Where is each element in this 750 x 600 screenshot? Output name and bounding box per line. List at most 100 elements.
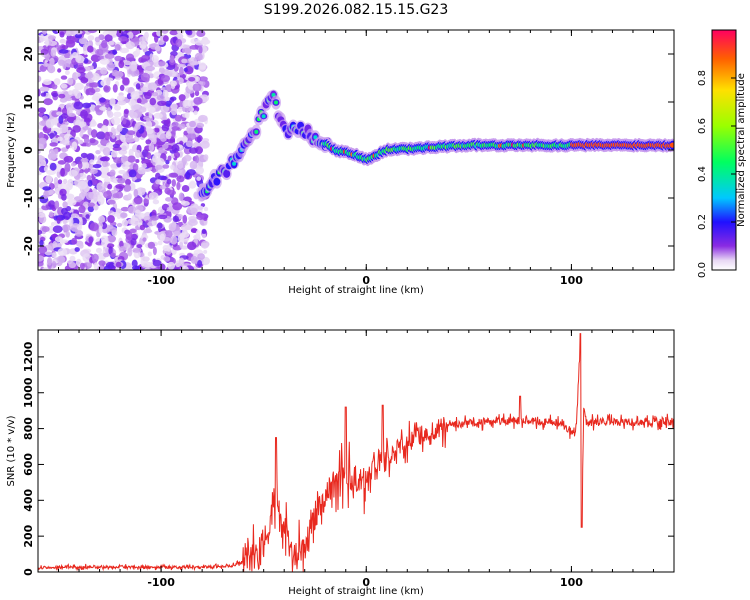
heatmap-cell [137,167,146,175]
heatmap-cell [106,243,115,248]
heatmap-cell [163,256,171,262]
heatmap-cell [154,127,160,133]
heatmap-cell [130,217,139,226]
heatmap-cell [66,182,73,191]
heatmap-cell [115,261,122,268]
heatmap-cell [201,228,207,234]
heatmap-cell [155,179,161,185]
heatmap-cell [152,246,157,256]
heatmap-cell [103,119,109,127]
heatmap-cell [40,48,49,55]
heatmap-cell [254,129,259,134]
snr-frame [37,329,675,573]
heatmap-cell [119,246,126,252]
heatmap-cell [129,163,134,170]
heatmap-cell [87,179,93,187]
snr-plot-area [38,330,674,572]
heatmap-cell [183,154,192,162]
heatmap-cell [38,137,47,145]
heatmap-cell [114,55,123,62]
heatmap-cell [103,191,113,199]
heatmap-cell [188,77,196,82]
heatmap-cell [118,36,128,42]
heatmap-cell [69,217,74,226]
spectrogram-xtick-label: -100 [147,274,175,287]
heatmap-cell [111,149,118,158]
heatmap-cell [119,47,130,54]
heatmap-cell [165,197,173,202]
heatmap-cell [187,219,198,226]
heatmap-cell [75,72,81,77]
heatmap-cell [161,30,169,34]
heatmap-cell [134,209,141,217]
heatmap-cell [147,134,158,139]
heatmap-cell [43,98,53,106]
heatmap-cell [179,66,184,76]
heatmap-cell [127,155,136,163]
heatmap-cell [93,262,99,270]
heatmap-cell [151,167,157,173]
heatmap-cell [189,45,199,50]
heatmap-cell [165,131,172,140]
heatmap-cell [161,176,168,181]
heatmap-cell [67,77,74,86]
heatmap-cell [163,35,169,42]
heatmap-cell [145,120,153,129]
snr-series-line [38,333,674,572]
heatmap-cell [114,44,121,51]
heatmap-cell [132,163,139,172]
heatmap-cell [42,267,49,270]
heatmap-cell [83,136,90,144]
heatmap-cell [136,244,143,249]
heatmap-cell [57,68,62,73]
heatmap-cell [186,132,197,141]
heatmap-cell [117,100,127,106]
heatmap-cell [84,72,94,79]
heatmap-cell [134,30,142,34]
heatmap-cell [107,111,114,118]
heatmap-cell [203,206,209,212]
heatmap-cell [101,238,108,248]
heatmap-cell [89,159,95,165]
heatmap-cell [195,122,205,128]
heatmap-cell [129,228,137,233]
heatmap-cell [223,169,231,178]
heatmap-cell [62,224,71,232]
spectrogram-xlabel: Height of straight line (km) [288,285,424,296]
heatmap-cell [170,80,177,87]
heatmap-cell [116,95,125,101]
heatmap-cell [80,152,88,159]
heatmap-cell [116,124,123,132]
heatmap-cell [95,96,101,105]
heatmap-cell [90,54,101,63]
heatmap-cell [61,45,69,50]
heatmap-cell [130,99,136,106]
heatmap-cell [45,175,53,184]
heatmap-cell [153,112,163,119]
heatmap-cell [112,143,121,148]
heatmap-cell [59,124,69,134]
heatmap-cell [189,57,198,66]
heatmap-cell [185,171,191,180]
heatmap-cell [160,75,171,82]
heatmap-cell [187,241,197,251]
heatmap-cell [110,252,116,258]
heatmap-cell [44,38,49,47]
heatmap-cell [76,67,86,74]
heatmap-cell [38,255,45,262]
heatmap-cell [75,258,82,267]
heatmap-cell [89,168,98,175]
heatmap-cell [44,54,51,61]
heatmap-cell [140,72,150,82]
heatmap-cell [110,211,121,217]
snr-ytick-label: 400 [22,488,35,511]
heatmap-cell [80,109,88,119]
heatmap-cell [232,161,237,166]
heatmap-cell [71,223,80,228]
heatmap-cell [152,259,162,267]
snr-ytick-label: 600 [22,453,35,476]
heatmap-cell [79,131,84,137]
heatmap-cell [102,147,111,156]
heatmap-cell [105,261,116,269]
